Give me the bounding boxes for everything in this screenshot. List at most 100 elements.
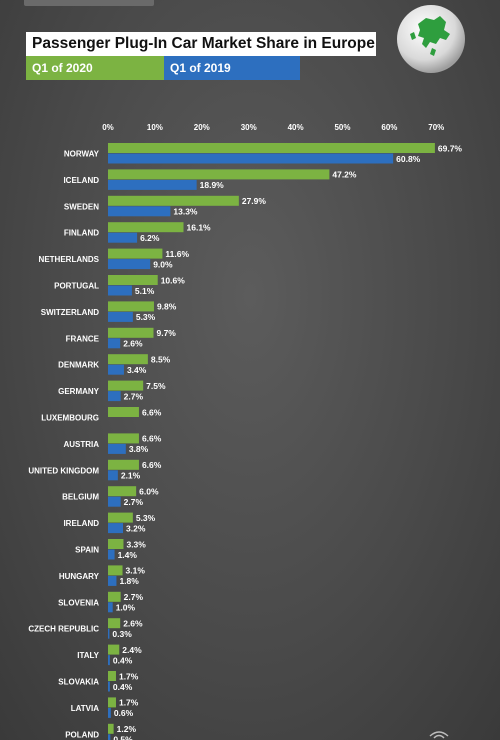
bar-q1-2020 (108, 248, 163, 259)
data-label-q1-2019: 18.9% (200, 180, 225, 190)
category-label: FINLAND (64, 229, 99, 238)
bar-q1-2019 (108, 496, 121, 507)
data-label-q1-2019: 0.4% (113, 682, 133, 692)
data-label-q1-2019: 1.4% (118, 550, 138, 560)
bar-q1-2020 (108, 195, 239, 206)
category-label: POLAND (65, 730, 99, 739)
europe-globe-icon (397, 5, 465, 73)
category-label: NORWAY (64, 150, 100, 159)
data-label-q1-2019: 6.2% (140, 233, 160, 243)
bar-q1-2020 (108, 671, 116, 681)
bar-q1-2020 (108, 433, 139, 444)
data-label-q1-2020: 2.6% (123, 619, 143, 629)
chart-title: Passenger Plug-In Car Market Share in Eu… (26, 32, 376, 56)
category-label: ICELAND (63, 176, 99, 185)
bar-q1-2020 (108, 486, 137, 497)
category-label: AUSTRIA (63, 440, 99, 449)
bar-q1-2020 (108, 512, 133, 523)
bar-q1-2020 (108, 301, 154, 312)
data-label-q1-2020: 1.7% (119, 671, 139, 681)
bar-q1-2019 (108, 575, 117, 586)
legend-q1-2019: Q1 of 2019 (164, 56, 300, 80)
bar-q1-2020 (108, 380, 144, 391)
bar-q1-2019 (108, 232, 138, 243)
data-label-q1-2019: 3.2% (126, 523, 146, 533)
bar-q1-2020 (108, 591, 121, 602)
category-label: UNITED KINGDOM (28, 466, 99, 475)
category-label: GERMANY (58, 387, 100, 396)
bar-q1-2020 (108, 723, 114, 734)
bar-q1-2020 (108, 697, 116, 708)
data-label-q1-2019: 5.1% (135, 286, 155, 296)
bar-q1-2019 (108, 311, 133, 322)
category-label: CZECH REPUBLIC (28, 625, 99, 634)
bar-q1-2020 (108, 407, 139, 417)
category-label: LUXEMBOURG (41, 414, 99, 423)
bar-q1-2020 (108, 459, 139, 470)
bar-q1-2019 (108, 443, 126, 454)
data-label-q1-2019: 0.3% (112, 629, 132, 639)
x-tick-label: 0% (102, 123, 114, 132)
bar-q1-2020 (108, 143, 435, 153)
x-tick-label: 30% (241, 123, 257, 132)
category-label: SLOVENIA (58, 598, 99, 607)
data-label-q1-2020: 7.5% (146, 381, 166, 391)
category-label: FRANCE (66, 334, 100, 343)
category-label: LATVIA (71, 704, 100, 713)
category-label: SWITZERLAND (41, 308, 99, 317)
x-tick-label: 50% (334, 123, 350, 132)
x-tick-label: 10% (147, 123, 163, 132)
bar-q1-2019 (108, 523, 124, 534)
bar-q1-2019 (108, 259, 151, 270)
bar-q1-2020 (108, 354, 148, 365)
data-label-q1-2020: 9.7% (156, 328, 176, 338)
data-label-q1-2019: 0.5% (113, 735, 133, 740)
bar-q1-2020 (108, 275, 158, 285)
data-label-q1-2019: 2.7% (124, 391, 144, 401)
data-label-q1-2020: 9.8% (157, 302, 177, 312)
category-label: BELGIUM (62, 493, 99, 502)
bar-q1-2019 (108, 206, 171, 217)
bar-q1-2019 (108, 179, 197, 190)
data-label-q1-2019: 1.0% (116, 603, 136, 613)
data-label-q1-2020: 8.5% (151, 355, 171, 365)
data-label-q1-2020: 1.2% (117, 724, 137, 734)
data-label-q1-2020: 16.1% (187, 223, 212, 233)
data-label-q1-2020: 27.9% (242, 196, 267, 206)
bar-q1-2019 (108, 391, 121, 402)
bar-q1-2019 (108, 470, 118, 481)
category-label: ITALY (77, 651, 99, 660)
bar-q1-2020 (108, 644, 120, 655)
category-label: SWEDEN (64, 202, 99, 211)
bar-q1-2020 (108, 565, 123, 576)
category-label: NETHERLANDS (39, 255, 100, 264)
category-label: PORTUGAL (54, 282, 99, 291)
x-tick-label: 60% (381, 123, 397, 132)
wifi-icon (429, 731, 449, 739)
data-label-q1-2019: 0.6% (114, 708, 134, 718)
x-tick-label: 70% (428, 123, 444, 132)
bar-q1-2019 (108, 628, 110, 639)
data-label-q1-2020: 6.6% (142, 434, 162, 444)
bar-q1-2019 (108, 338, 121, 349)
bar-q1-2020 (108, 222, 184, 233)
category-label: IRELAND (63, 519, 99, 528)
data-label-q1-2019: 60.8% (396, 154, 421, 164)
category-label: HUNGARY (59, 572, 100, 581)
data-label-q1-2020: 6.6% (142, 460, 162, 470)
data-label-q1-2019: 1.8% (119, 576, 139, 586)
x-tick-label: 20% (194, 123, 210, 132)
data-label-q1-2019: 13.3% (173, 207, 198, 217)
data-label-q1-2019: 5.3% (136, 312, 156, 322)
bar-q1-2019 (108, 153, 394, 164)
data-label-q1-2020: 11.6% (165, 249, 189, 259)
legend-q1-2020: Q1 of 2020 (26, 56, 164, 80)
category-label: SLOVAKIA (58, 678, 99, 687)
bar-q1-2019 (108, 655, 110, 666)
data-label-q1-2020: 47.2% (332, 170, 357, 180)
bar-q1-2019 (108, 681, 110, 692)
data-label-q1-2020: 3.3% (126, 539, 146, 549)
data-label-q1-2019: 0.4% (113, 655, 133, 665)
data-label-q1-2020: 2.4% (122, 645, 142, 655)
data-label-q1-2020: 2.7% (124, 592, 144, 602)
